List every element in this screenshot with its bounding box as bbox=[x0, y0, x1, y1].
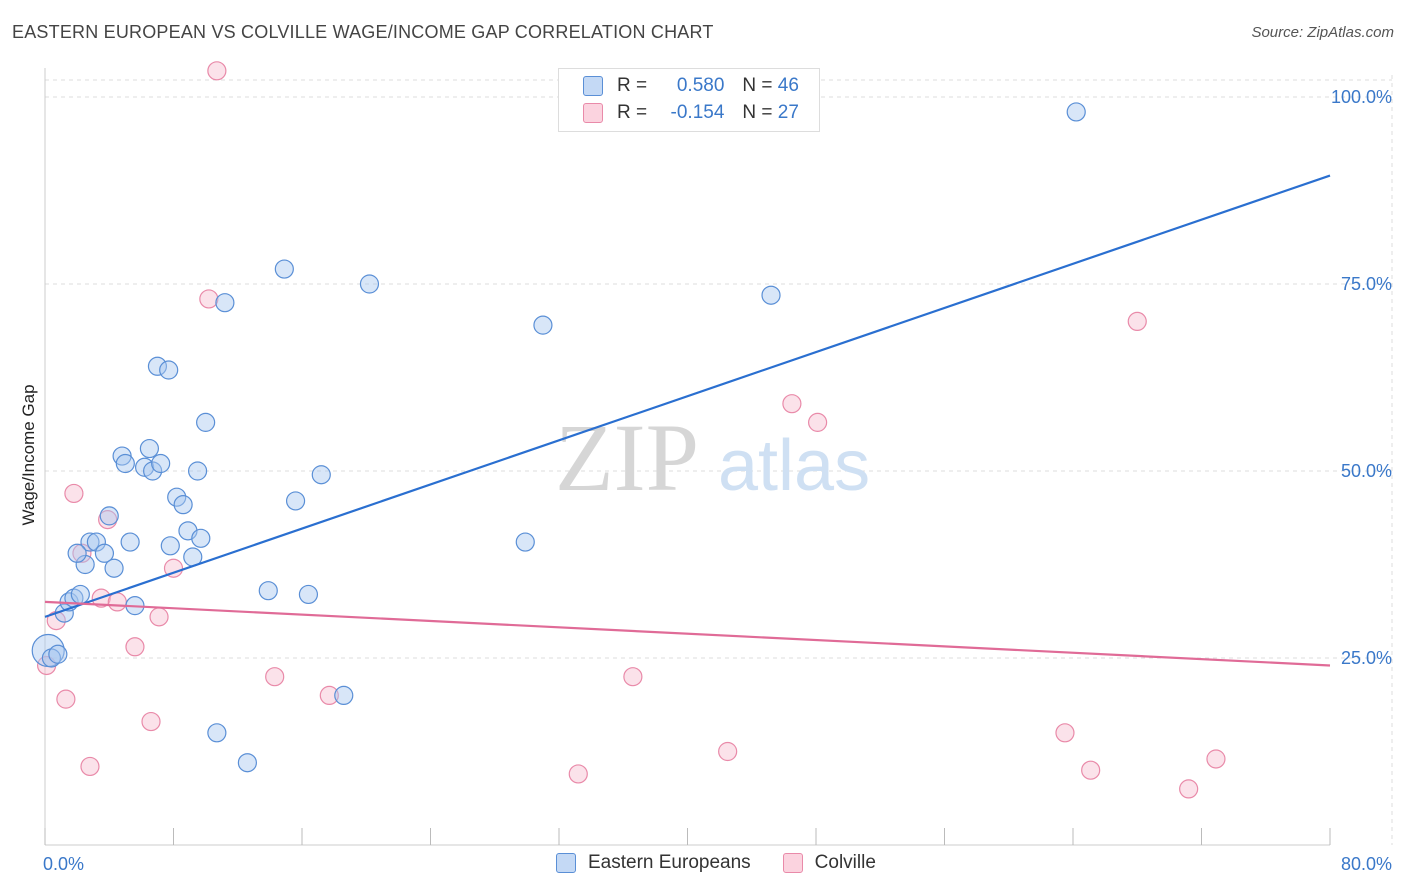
colville-point bbox=[808, 412, 828, 432]
eastern-europeans-point bbox=[285, 491, 306, 511]
colville-point bbox=[141, 711, 161, 732]
eastern-europeans-trend-line bbox=[44, 174, 1331, 618]
eastern-europeans-point bbox=[274, 259, 294, 279]
y-tick-label: 75.0% bbox=[1341, 274, 1392, 294]
watermark: ZIP atlas bbox=[555, 404, 870, 511]
eastern-europeans-point bbox=[86, 532, 107, 552]
eastern-europeans-point bbox=[160, 536, 180, 556]
series-legend: Eastern Europeans Colville bbox=[556, 852, 908, 874]
colville-point bbox=[1127, 311, 1147, 331]
eastern-europeans-point bbox=[151, 453, 171, 474]
colville-point bbox=[1179, 779, 1199, 799]
colville-point bbox=[568, 764, 588, 784]
legend-label: Colville bbox=[814, 852, 876, 873]
stats-row-eastern-europeans: R = 0.580 N = 46 bbox=[583, 73, 799, 99]
eastern-europeans-point bbox=[215, 293, 235, 313]
axes bbox=[44, 68, 1331, 846]
eastern-europeans-point bbox=[94, 543, 115, 563]
eastern-europeans-swatch bbox=[556, 853, 576, 873]
stats-legend: R = 0.580 N = 46 R = -0.154 N = 27 bbox=[558, 68, 820, 132]
chart-title: EASTERN EUROPEAN VS COLVILLE WAGE/INCOME… bbox=[12, 22, 714, 42]
series-colville-points bbox=[37, 61, 1226, 799]
tick-labels: 25.0% 50.0% 75.0% 100.0% 0.0% 80.0% bbox=[43, 87, 1392, 874]
n-value: 27 bbox=[777, 102, 799, 123]
eastern-europeans-point bbox=[80, 532, 100, 552]
eastern-europeans-point bbox=[187, 461, 208, 481]
colville-point bbox=[207, 61, 227, 81]
eastern-europeans-point bbox=[99, 506, 119, 526]
stats-row-colville: R = -0.154 N = 27 bbox=[583, 100, 799, 126]
legend-label: Eastern Europeans bbox=[588, 852, 751, 873]
legend-item-colville[interactable]: Colville bbox=[782, 852, 876, 874]
eastern-europeans-point bbox=[159, 360, 179, 380]
eastern-europeans-point bbox=[761, 285, 781, 305]
eastern-europeans-point bbox=[1066, 102, 1086, 122]
eastern-europeans-point bbox=[334, 685, 354, 706]
legend-item-eastern-europeans[interactable]: Eastern Europeans bbox=[556, 852, 751, 874]
colville-point bbox=[718, 741, 738, 762]
eastern-europeans-swatch bbox=[583, 76, 603, 96]
trend-lines bbox=[44, 174, 1331, 667]
eastern-europeans-point bbox=[191, 528, 211, 548]
eastern-europeans-point bbox=[311, 465, 331, 485]
y-tick-label: 25.0% bbox=[1341, 648, 1392, 668]
eastern-europeans-point bbox=[75, 554, 95, 575]
r-value: -0.154 bbox=[670, 102, 725, 123]
eastern-europeans-point bbox=[196, 412, 216, 432]
eastern-europeans-point bbox=[359, 274, 380, 294]
eastern-europeans-point bbox=[48, 644, 68, 664]
n-label: N = bbox=[742, 75, 773, 96]
colville-point bbox=[623, 667, 643, 687]
colville-point bbox=[1055, 723, 1075, 743]
eastern-europeans-point bbox=[167, 487, 187, 507]
colville-swatch bbox=[583, 103, 603, 123]
eastern-europeans-point bbox=[70, 584, 90, 605]
r-value: 0.580 bbox=[676, 75, 725, 96]
colville-trend-line bbox=[44, 600, 1331, 667]
colville-point bbox=[107, 592, 127, 612]
eastern-europeans-point bbox=[298, 584, 319, 605]
eastern-europeans-point bbox=[173, 495, 193, 515]
colville-point bbox=[80, 756, 100, 777]
eastern-europeans-point bbox=[533, 315, 553, 335]
n-value: 46 bbox=[777, 75, 799, 96]
colville-point bbox=[125, 637, 145, 657]
eastern-europeans-point bbox=[104, 558, 124, 578]
eastern-europeans-point bbox=[147, 356, 168, 376]
watermark-atlas: atlas bbox=[718, 426, 870, 506]
colville-swatch bbox=[782, 853, 803, 873]
colville-point bbox=[265, 667, 285, 687]
eastern-europeans-point bbox=[120, 532, 140, 552]
y-tick-label: 50.0% bbox=[1341, 461, 1392, 481]
colville-point bbox=[46, 610, 66, 631]
x-tick-label: 80.0% bbox=[1341, 854, 1392, 874]
colville-point bbox=[1206, 749, 1226, 769]
source-label: Source: ZipAtlas.com bbox=[1251, 24, 1394, 41]
colville-point bbox=[199, 289, 219, 309]
colville-point bbox=[782, 394, 802, 414]
eastern-europeans-point bbox=[207, 723, 227, 743]
n-label: N = bbox=[742, 102, 773, 123]
colville-point bbox=[72, 543, 92, 563]
eastern-europeans-point bbox=[139, 438, 160, 459]
r-label: R = bbox=[617, 102, 648, 123]
y-axis-label: Wage/Income Gap bbox=[19, 384, 38, 525]
eastern-europeans-point bbox=[67, 543, 87, 563]
colville-point bbox=[64, 483, 84, 504]
colville-point bbox=[1081, 760, 1101, 780]
eastern-europeans-point bbox=[258, 581, 278, 601]
eastern-europeans-point bbox=[143, 461, 163, 481]
colville-point bbox=[56, 689, 76, 709]
colville-point bbox=[319, 685, 339, 706]
x-tick-label: 0.0% bbox=[43, 854, 84, 874]
y-tick-label: 100.0% bbox=[1331, 87, 1392, 107]
colville-point bbox=[163, 558, 184, 578]
r-label: R = bbox=[617, 75, 648, 96]
eastern-europeans-point bbox=[515, 532, 535, 552]
watermark-zip: ZIP bbox=[555, 404, 699, 511]
eastern-europeans-point bbox=[237, 753, 257, 773]
eastern-europeans-point bbox=[115, 453, 135, 474]
colville-point bbox=[149, 607, 169, 627]
